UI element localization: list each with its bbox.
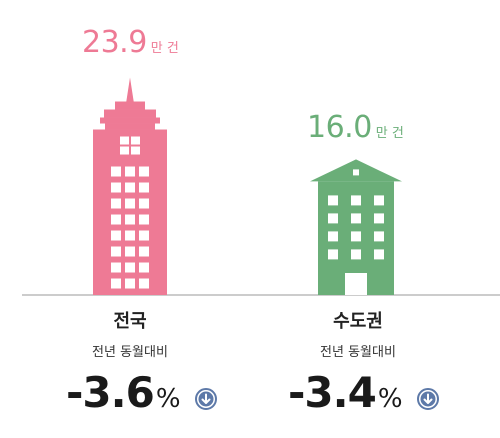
window: [353, 169, 359, 176]
change-value: -3.6: [66, 368, 155, 417]
window: [328, 195, 338, 206]
category-label-nationwide: 전국: [113, 311, 147, 332]
window: [139, 262, 149, 273]
window: [351, 213, 361, 224]
change-value: -3.4: [288, 368, 377, 417]
window: [111, 214, 121, 225]
window: [111, 230, 121, 241]
window: [111, 182, 121, 193]
window: [328, 231, 338, 242]
window: [351, 231, 361, 242]
window: [374, 249, 384, 260]
value-label-capital-area: 16.0 만 건: [307, 113, 404, 143]
window: [139, 278, 149, 289]
arrow-down-circle-icon: [194, 388, 217, 410]
window: [125, 262, 135, 273]
window: [328, 249, 338, 260]
window: [131, 146, 140, 155]
value-number: 16.0: [307, 110, 372, 145]
compare-label-capital-area: 전년 동월대비: [320, 345, 396, 360]
window: [139, 214, 149, 225]
window: [111, 166, 121, 177]
window: [125, 278, 135, 289]
value-label-nationwide: 23.9 만 건: [82, 28, 179, 58]
window: [139, 182, 149, 193]
window: [111, 262, 121, 273]
building-door: [345, 273, 367, 295]
value-unit: 만 건: [150, 41, 179, 56]
window: [351, 195, 361, 206]
category-label-capital-area: 수도권: [333, 311, 383, 332]
value-unit: 만 건: [375, 126, 404, 141]
window: [139, 230, 149, 241]
change-row-nationwide: -3.6%: [66, 372, 217, 414]
building-shoulder: [100, 117, 160, 124]
building-bar-nationwide: [93, 77, 167, 295]
window: [139, 246, 149, 257]
window: [131, 136, 140, 145]
window: [328, 213, 338, 224]
building-crown: [115, 101, 145, 110]
building-ledge: [105, 123, 155, 130]
window: [139, 166, 149, 177]
change-unit: %: [155, 384, 181, 414]
building-bar-capital-area: [310, 159, 402, 295]
window: [111, 246, 121, 257]
building-spire: [126, 77, 134, 104]
window: [111, 198, 121, 209]
window: [374, 231, 384, 242]
change-unit: %: [377, 384, 403, 414]
window: [125, 214, 135, 225]
window: [125, 246, 135, 257]
window: [125, 198, 135, 209]
window: [139, 198, 149, 209]
compare-label-nationwide: 전년 동월대비: [92, 345, 168, 360]
window: [351, 249, 361, 260]
window: [125, 166, 135, 177]
arrow-down-circle-icon: [416, 388, 439, 410]
window: [125, 230, 135, 241]
window: [374, 213, 384, 224]
value-number: 23.9: [82, 25, 147, 60]
window: [120, 136, 129, 145]
window: [120, 146, 129, 155]
building-upper: [104, 109, 156, 118]
change-row-capital-area: -3.4%: [288, 372, 439, 414]
window: [374, 195, 384, 206]
window: [111, 278, 121, 289]
window: [125, 182, 135, 193]
